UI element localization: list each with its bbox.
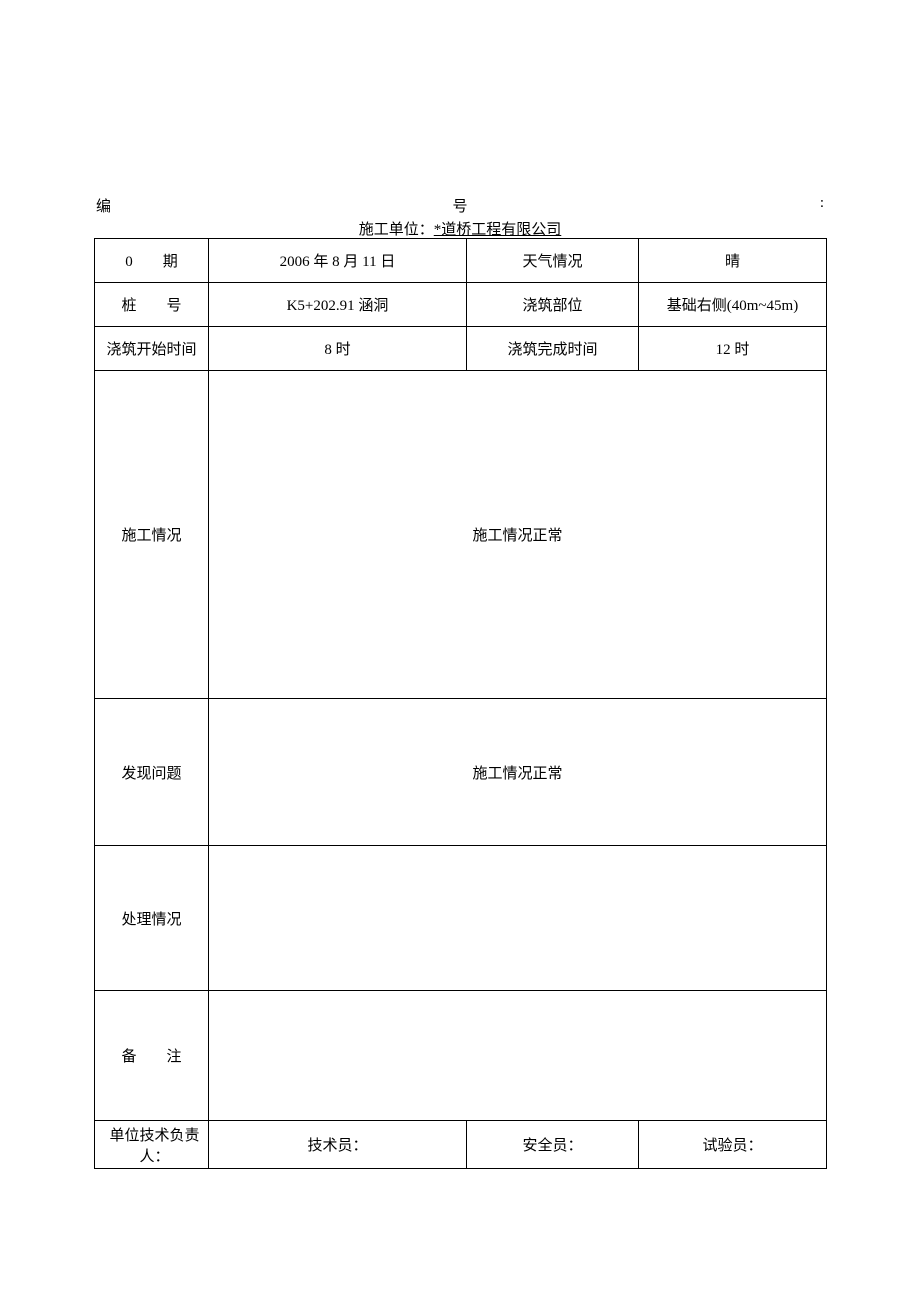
value-pile: K5+202.91 涵洞 <box>209 283 467 327</box>
label-construction: 施工情况 <box>95 371 209 699</box>
header-center: 号 <box>452 195 467 216</box>
label-pile: 桩 号 <box>95 283 209 327</box>
value-start-time: 8 时 <box>209 327 467 371</box>
form-table: 0 期 2006 年 8 月 11 日 天气情况 晴 桩 号 K5+202.91… <box>94 238 827 1169</box>
header-right: : <box>820 195 824 216</box>
value-pour-part: 基础右侧(40m~45m) <box>639 283 827 327</box>
footer-technician: 技术员： <box>209 1121 467 1169</box>
footer-tester: 试验员： <box>639 1121 827 1169</box>
row-remark: 备 注 <box>95 991 827 1121</box>
label-end-time: 浇筑完成时间 <box>467 327 639 371</box>
row-handling: 处理情况 <box>95 846 827 991</box>
value-date: 2006 年 8 月 11 日 <box>209 239 467 283</box>
row-pile: 桩 号 K5+202.91 涵洞 浇筑部位 基础右侧(40m~45m) <box>95 283 827 327</box>
label-weather: 天气情况 <box>467 239 639 283</box>
label-pour-part: 浇筑部位 <box>467 283 639 327</box>
value-handling <box>209 846 827 991</box>
row-problem: 发现问题 施工情况正常 <box>95 699 827 846</box>
header-row: 编 号 : <box>94 195 826 216</box>
label-remark: 备 注 <box>95 991 209 1121</box>
row-footer: 单位技术负责人： 技术员： 安全员： 试验员： <box>95 1121 827 1169</box>
value-problem: 施工情况正常 <box>209 699 827 846</box>
footer-safety: 安全员： <box>467 1121 639 1169</box>
label-handling: 处理情况 <box>95 846 209 991</box>
label-date: 0 期 <box>95 239 209 283</box>
value-remark <box>209 991 827 1121</box>
subtitle-row: 施工单位：*道桥工程有限公司 <box>94 218 826 239</box>
row-time: 浇筑开始时间 8 时 浇筑完成时间 12 时 <box>95 327 827 371</box>
header-left: 编 <box>96 195 111 216</box>
value-construction: 施工情况正常 <box>209 371 827 699</box>
label-start-time: 浇筑开始时间 <box>95 327 209 371</box>
subtitle-value: *道桥工程有限公司 <box>434 222 562 238</box>
subtitle-label: 施工单位： <box>359 222 434 238</box>
row-construction: 施工情况 施工情况正常 <box>95 371 827 699</box>
value-weather: 晴 <box>639 239 827 283</box>
label-problem: 发现问题 <box>95 699 209 846</box>
row-date: 0 期 2006 年 8 月 11 日 天气情况 晴 <box>95 239 827 283</box>
footer-tech-director: 单位技术负责人： <box>95 1121 209 1169</box>
value-end-time: 12 时 <box>639 327 827 371</box>
